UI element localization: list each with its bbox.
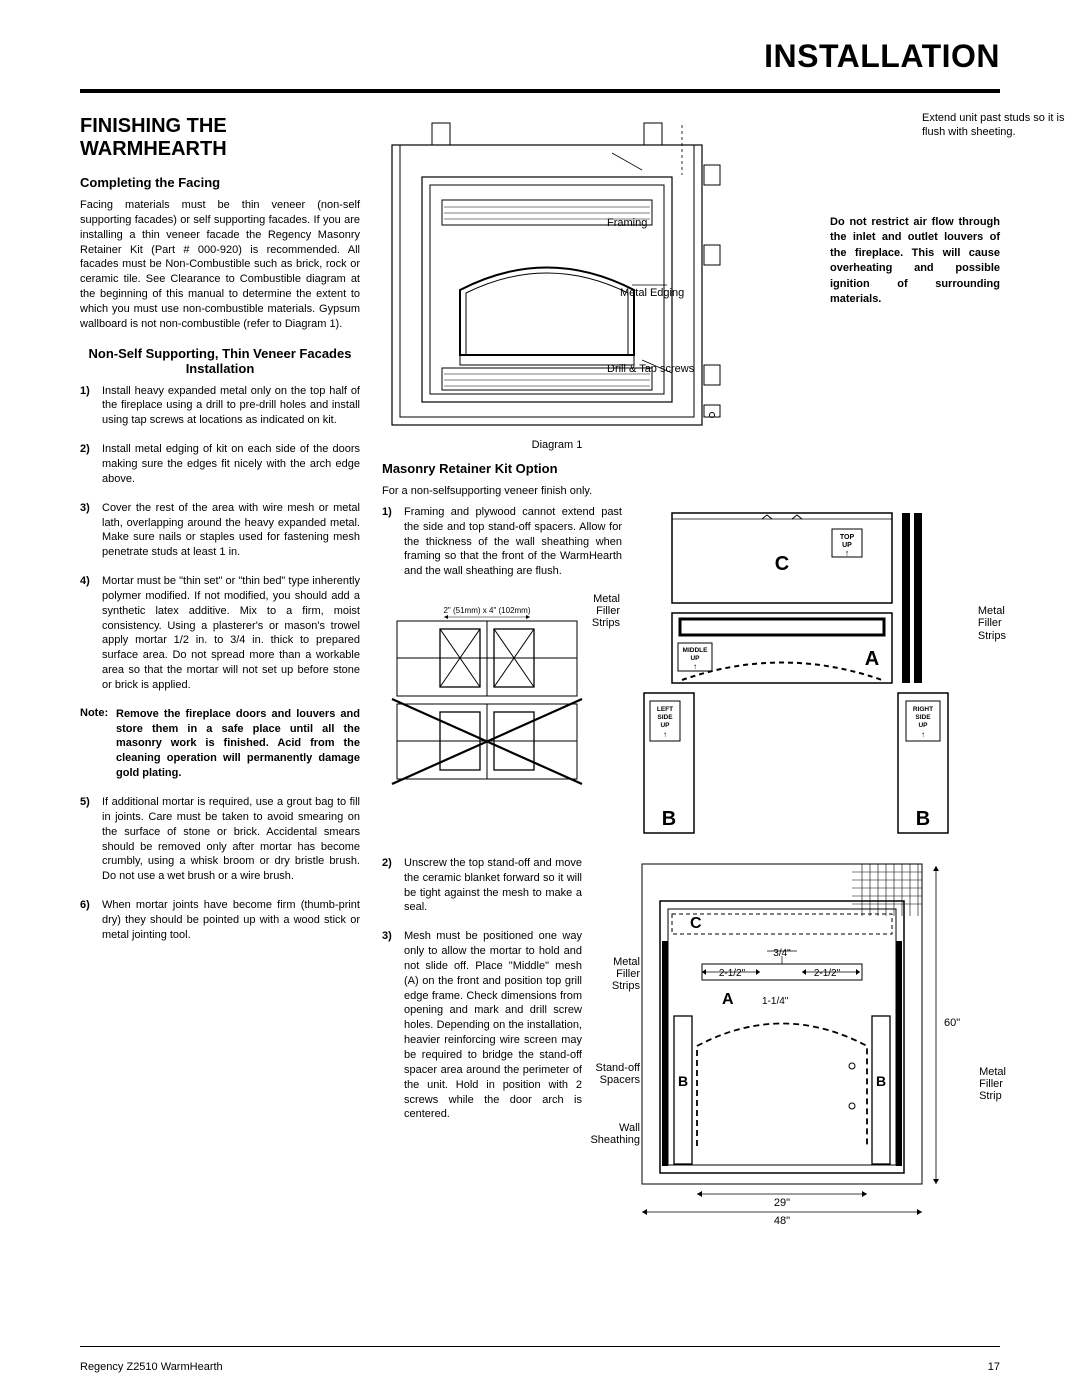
d4-label-wall: WallSheathing <box>582 1122 640 1146</box>
diagram-4: C 3/4" 2-1/2" 2-1/2" A 1-1/4" <box>602 856 962 1226</box>
svg-text:B: B <box>916 808 930 830</box>
rule-bottom <box>80 1346 1000 1347</box>
svg-text:UP: UP <box>690 655 700 662</box>
svg-text:↑: ↑ <box>693 662 697 671</box>
svg-text:1-1/4": 1-1/4" <box>762 996 789 1007</box>
svg-text:SIDE: SIDE <box>915 714 931 721</box>
svg-text:UP: UP <box>918 722 928 729</box>
list-item: If additional mortar is required, use a … <box>102 795 360 884</box>
para-facing: Facing materials must be thin veneer (no… <box>80 198 360 332</box>
svg-text:LEFT: LEFT <box>657 706 673 713</box>
footer-left: Regency Z2510 WarmHearth <box>80 1361 223 1373</box>
list-marker: 2) <box>382 856 404 915</box>
svg-text:2-1/2": 2-1/2" <box>814 968 841 979</box>
svg-text:↑: ↑ <box>845 548 850 558</box>
svg-text:↑: ↑ <box>921 730 925 739</box>
d1-note-extend: Extend unit past studs so it is flush wi… <box>922 111 1072 140</box>
list-item: Mortar must be "thin set" or "thin bed" … <box>102 574 360 693</box>
section-heading: FINISHING THE WARMHEARTH <box>80 115 360 161</box>
list-marker: 3) <box>80 501 102 560</box>
svg-text:RIGHT: RIGHT <box>913 706 933 713</box>
d1-label-drill: Drill & Tap screws <box>607 363 694 375</box>
list-marker: 6) <box>80 898 102 943</box>
svg-text:29": 29" <box>774 1197 790 1209</box>
d4-label-standoff: Stand-offSpacers <box>582 1062 640 1086</box>
list-veneer: 1)Install heavy expanded metal only on t… <box>80 384 360 693</box>
d4-label-mfs: MetalFillerStrips <box>596 956 640 992</box>
list-marker: 1) <box>80 384 102 429</box>
page-title: INSTALLATION <box>80 38 1000 75</box>
svg-text:2-1/2": 2-1/2" <box>719 968 746 979</box>
subheading-facing: Completing the Facing <box>80 175 360 190</box>
svg-text:A: A <box>722 991 734 1008</box>
d3-label-mfs: MetalFillerStrips <box>978 605 1006 643</box>
list-marker: 3) <box>382 929 404 1122</box>
column-left: FINISHING THE WARMHEARTH Completing the … <box>80 115 360 1231</box>
list-item: Install heavy expanded metal only on the… <box>102 384 360 429</box>
footer-page: 17 <box>988 1361 1000 1373</box>
svg-text:MIDDLE: MIDDLE <box>683 647 709 654</box>
subheading-veneer: Non-Self Supporting, Thin Veneer Facades… <box>80 346 360 376</box>
list-masonry-rest: 2)Unscrew the top stand-off and move the… <box>382 856 582 1122</box>
list-marker: 4) <box>80 574 102 693</box>
svg-text:TOP: TOP <box>840 534 855 541</box>
note-label: Note: <box>80 707 116 781</box>
svg-text:48": 48" <box>774 1215 790 1226</box>
list-masonry-1: 1)Framing and plywood cannot extend past… <box>382 505 622 579</box>
list-veneer-cont: 5)If additional mortar is required, use … <box>80 795 360 943</box>
svg-text:B: B <box>876 1073 886 1089</box>
list-item: When mortar joints have become firm (thu… <box>102 898 360 943</box>
list-marker: 5) <box>80 795 102 884</box>
svg-text:B: B <box>662 808 676 830</box>
list-marker: 2) <box>80 442 102 487</box>
note-block: Note: Remove the fireplace doors and lou… <box>80 707 360 781</box>
diagram-3: C TOP UP ↑ A MIDDLE UP ↑ <box>642 505 952 845</box>
warning-text: Do not restrict air flow through the inl… <box>830 215 1000 307</box>
list-item: Install metal edging of kit on each side… <box>102 442 360 487</box>
column-right-wrap: Extend unit past studs so it is flush wi… <box>382 115 1000 1231</box>
svg-text:B: B <box>678 1073 688 1089</box>
footer: Regency Z2510 WarmHearth 17 <box>80 1361 1000 1373</box>
svg-text:↑: ↑ <box>663 730 667 739</box>
d4-label-mfs-r: MetalFillerStrip <box>979 1066 1006 1102</box>
subheading-masonry: Masonry Retainer Kit Option <box>382 461 1000 476</box>
svg-text:C: C <box>690 915 702 932</box>
svg-text:UP: UP <box>660 722 670 729</box>
note-text: Remove the fireplace doors and louvers a… <box>116 707 360 781</box>
svg-text:SIDE: SIDE <box>657 714 673 721</box>
para-masonry: For a non-selfsupporting veneer finish o… <box>382 484 1000 499</box>
svg-text:60": 60" <box>944 1017 960 1029</box>
list-item: Unscrew the top stand-off and move the c… <box>404 856 582 915</box>
list-item: Mesh must be positioned one way only to … <box>404 929 582 1122</box>
diagram-1 <box>382 115 732 435</box>
diagram1-caption: Diagram 1 <box>382 439 732 451</box>
d1-label-edging: Metal Edging <box>620 287 684 299</box>
list-item: Cover the rest of the area with wire mes… <box>102 501 360 560</box>
svg-text:C: C <box>775 553 789 575</box>
list-marker: 1) <box>382 505 404 579</box>
d3-label-mfs-left: MetalFillerStrips <box>592 593 620 629</box>
d1-label-framing: Framing <box>607 217 647 229</box>
svg-text:A: A <box>865 648 879 670</box>
list-item: Framing and plywood cannot extend past t… <box>404 505 622 579</box>
rule-top <box>80 89 1000 93</box>
